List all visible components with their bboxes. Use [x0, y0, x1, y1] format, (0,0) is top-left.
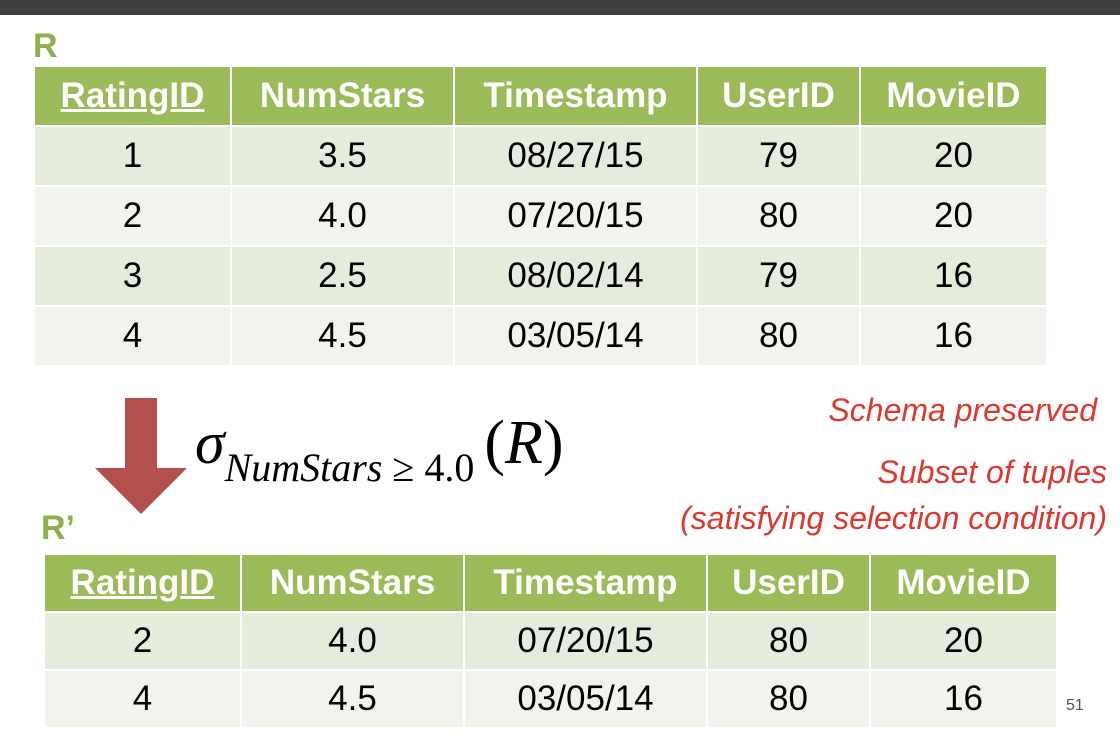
column-header-ratingid: RatingID	[33, 65, 232, 127]
table-cell: 80	[706, 669, 871, 729]
relation-r-label: R	[33, 27, 58, 65]
page-number: 51	[1066, 697, 1084, 714]
table-cell: 16	[859, 305, 1048, 367]
table-row: 1 3.5 08/27/15 79 20	[33, 125, 1048, 187]
table-row: 2 4.0 07/20/15 80 20	[43, 611, 1058, 671]
subscript-operator: ≥	[382, 445, 425, 490]
note-schema-preserved: Schema preserved	[828, 392, 1097, 428]
table-cell: 20	[859, 125, 1048, 187]
table-row: 3 2.5 08/02/14 79 16	[33, 245, 1048, 307]
open-paren: (	[484, 409, 506, 477]
table-cell: 2	[33, 185, 232, 247]
table-cell: 80	[696, 305, 861, 367]
relation-r-prime-label: R’	[41, 509, 75, 547]
table-cell: 16	[869, 669, 1058, 729]
note-selection-condition: (satisfying selection condition)	[680, 500, 1107, 536]
subscript-attribute: NumStars	[224, 445, 383, 490]
selection-formula: σNumStars ≥ 4.0 (R)	[195, 408, 564, 490]
table-cell: 2	[43, 611, 242, 671]
table-cell: 2.5	[230, 245, 455, 307]
table-row: 4 4.5 03/05/14 80 16	[43, 669, 1058, 729]
column-header-numstars: NumStars	[240, 553, 465, 613]
down-arrow-icon	[95, 398, 187, 514]
table-cell: 07/20/15	[463, 611, 708, 671]
relation-r-table: RatingID NumStars Timestamp UserID Movie…	[33, 65, 1048, 367]
subscript-value: 4.0	[424, 445, 475, 490]
table-cell: 20	[869, 611, 1058, 671]
top-bar	[0, 0, 1120, 15]
table-cell: 3.5	[230, 125, 455, 187]
column-header-userid: UserID	[706, 553, 871, 613]
table-cell: 4.0	[240, 611, 465, 671]
table-cell: 20	[859, 185, 1048, 247]
table-cell: 4.5	[230, 305, 455, 367]
formula-subscript: NumStars ≥ 4.0	[225, 445, 475, 490]
table-cell: 79	[696, 125, 861, 187]
note-subset-of-tuples: Subset of tuples	[877, 454, 1107, 490]
column-header-ratingid: RatingID	[43, 553, 242, 613]
column-header-userid: UserID	[696, 65, 861, 127]
table-cell: 4.0	[230, 185, 455, 247]
table-row: 2 4.0 07/20/15 80 20	[33, 185, 1048, 247]
column-header-timestamp: Timestamp	[453, 65, 698, 127]
column-header-movieid: MovieID	[869, 553, 1058, 613]
table-cell: 4	[43, 669, 242, 729]
table-cell: 08/02/14	[453, 245, 698, 307]
table-cell: 4	[33, 305, 232, 367]
table-cell: 79	[696, 245, 861, 307]
table-cell: 03/05/14	[463, 669, 708, 729]
table-cell: 4.5	[240, 669, 465, 729]
argument-relation: R	[505, 409, 543, 477]
table-cell: 80	[696, 185, 861, 247]
sigma-symbol: σ	[195, 410, 225, 476]
table-cell: 80	[706, 611, 871, 671]
table-cell: 16	[859, 245, 1048, 307]
table-cell: 07/20/15	[453, 185, 698, 247]
column-header-movieid: MovieID	[859, 65, 1048, 127]
table-header-row: RatingID NumStars Timestamp UserID Movie…	[33, 65, 1048, 127]
table-cell: 3	[33, 245, 232, 307]
table-row: 4 4.5 03/05/14 80 16	[33, 305, 1048, 367]
table-header-row: RatingID NumStars Timestamp UserID Movie…	[43, 553, 1058, 613]
relation-r-prime-table: RatingID NumStars Timestamp UserID Movie…	[43, 553, 1058, 729]
table-cell: 1	[33, 125, 232, 187]
column-header-numstars: NumStars	[230, 65, 455, 127]
table-cell: 03/05/14	[453, 305, 698, 367]
close-paren: )	[542, 409, 564, 477]
formula-argument: (R)	[484, 409, 563, 477]
table-cell: 08/27/15	[453, 125, 698, 187]
column-header-timestamp: Timestamp	[463, 553, 708, 613]
